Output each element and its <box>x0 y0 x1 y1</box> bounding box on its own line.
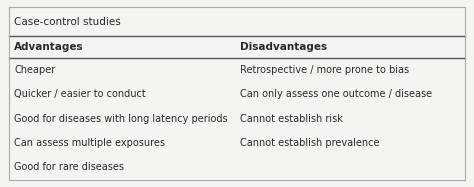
Text: Good for rare diseases: Good for rare diseases <box>14 162 124 172</box>
Text: Advantages: Advantages <box>14 42 84 52</box>
Text: Cheaper: Cheaper <box>14 65 55 75</box>
Text: Can assess multiple exposures: Can assess multiple exposures <box>14 138 165 148</box>
Text: Case-control studies: Case-control studies <box>14 17 121 27</box>
Text: Cannot establish risk: Cannot establish risk <box>240 114 343 124</box>
Text: Quicker / easier to conduct: Quicker / easier to conduct <box>14 89 146 99</box>
Text: Can only assess one outcome / disease: Can only assess one outcome / disease <box>240 89 432 99</box>
Text: Good for diseases with long latency periods: Good for diseases with long latency peri… <box>14 114 228 124</box>
Text: Disadvantages: Disadvantages <box>240 42 328 52</box>
Text: Retrospective / more prone to bias: Retrospective / more prone to bias <box>240 65 410 75</box>
Text: Cannot establish prevalence: Cannot establish prevalence <box>240 138 380 148</box>
